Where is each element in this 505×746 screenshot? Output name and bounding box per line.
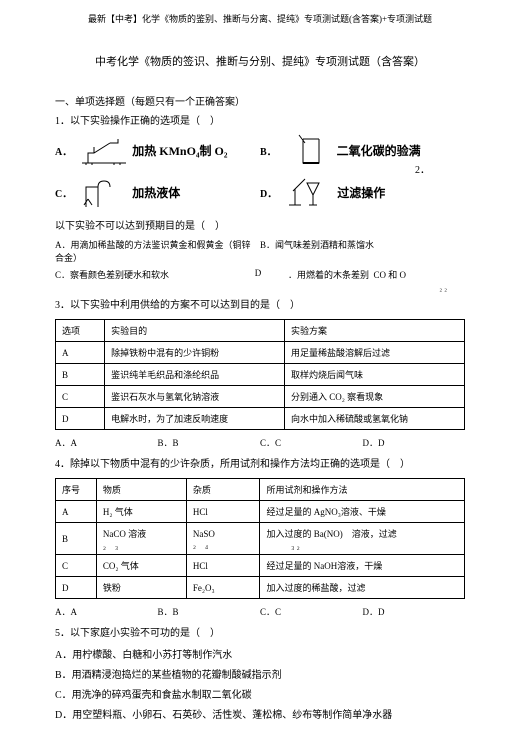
heating-icon — [80, 175, 128, 209]
apparatus-icon — [80, 133, 128, 167]
opt-b-text: 二氧化碳的验满 — [337, 142, 421, 159]
q3-r0c1: 除掉铁粉中混有的少许铜粉 — [105, 342, 285, 364]
q1-row2: C． 加热液体 D． 过滤操作 — [55, 175, 465, 209]
q3-r0c2: 用足量稀盐酸溶解后过滤 — [285, 342, 465, 364]
q4-r1c1: NaCO 溶液 ₂ ₃ — [96, 523, 186, 555]
opt-a-label: A． — [55, 143, 72, 158]
q4-h1: 物质 — [96, 479, 186, 501]
q1-stem: 1．以下实验操作正确的选项是（ ） — [55, 114, 465, 129]
q4-r2c3: 经过足量的 NaOH溶液，干燥 — [260, 555, 465, 577]
q3-h0: 选项 — [56, 320, 105, 342]
q4-r1c0: B — [56, 523, 97, 555]
q2-number: 2． — [415, 161, 430, 176]
q3-answers: A．AB．BC．CD．D — [55, 436, 465, 449]
q2-options: A．用滴加稀盐酸的方法鉴识黄金和假黄金（铜锌合金） B．闻气味差别酒精和蒸馏水 — [55, 238, 465, 264]
opt-d-label: D． — [260, 185, 277, 200]
q4-r0c0: A — [56, 501, 97, 523]
q4-h0: 序号 — [56, 479, 97, 501]
q4-answers: A．AB．BC．CD．D — [55, 605, 465, 618]
section-heading: 一、单项选择题（每题只有一个正确答案） — [55, 93, 465, 108]
q5-stem: 5．以下家庭小实验不可功的是（ ） — [55, 626, 465, 641]
q4-r0c3: 经过足量的 AgNO₃溶液、干燥 — [260, 501, 465, 523]
q4-h3: 所用试剂和操作方法 — [260, 479, 465, 501]
q3-table: 选项 实验目的 实验方案 A除掉铁粉中混有的少许铜粉用足量稀盐酸溶解后过滤 B鉴… — [55, 319, 465, 430]
q3-stem: 3．以下实验中利用供给的方案不可以达到目的是（ ） — [55, 298, 465, 313]
q4-r2c1: CO₂ 气体 — [96, 555, 186, 577]
q1-row1: A． 加热 KMnO₄制 O₂ B． 二氧化碳的验满 — [55, 133, 465, 167]
filter-icon — [285, 175, 333, 209]
q4-r1c2: NaSO ₂ ₄ — [186, 523, 260, 555]
q2-opt-d-text: ．用燃着的木条差别 CO 和 O — [288, 268, 465, 281]
q4-r3c2: Fe₂O₃ — [186, 577, 260, 599]
header-note: 最新【中考】化学《物质的鉴别、推断与分离、提纯》专项测试题(含答案)+专项测试题 — [55, 12, 465, 25]
q4-r3c1: 铁粉 — [96, 577, 186, 599]
q4-r0c2: HCl — [186, 501, 260, 523]
q4-r2c2: HCl — [186, 555, 260, 577]
q4-r0c1: H₂ 气体 — [96, 501, 186, 523]
q3-h2: 实验方案 — [285, 320, 465, 342]
q4-r3c3: 加入过度的稀盐酸，过滤 — [260, 577, 465, 599]
q3-r2c0: C — [56, 386, 105, 408]
q3-r3c2: 向水中加入稀硫酸或氢氧化钠 — [285, 408, 465, 430]
opt-c-label: C． — [55, 185, 72, 200]
q4-h2: 杂质 — [186, 479, 260, 501]
q3-h1: 实验目的 — [105, 320, 285, 342]
opt-b-label: B． — [260, 143, 277, 158]
opt-d-text: 过滤操作 — [337, 184, 385, 201]
q3-r3c1: 电解水时，为了加速反响速度 — [105, 408, 285, 430]
q4-r3c0: D — [56, 577, 97, 599]
q4-r2c0: C — [56, 555, 97, 577]
q3-r2c1: 鉴识石灰水与氢氧化钠溶液 — [105, 386, 285, 408]
opt-a-text: 加热 KMnO₄制 O₂ — [132, 142, 227, 159]
bottle-icon — [285, 133, 333, 167]
q5-opt-c: C．用洗净的碎鸡蛋壳和食盐水制取二氧化碳 — [55, 686, 465, 701]
q2-opt-b: B．闻气味差别酒精和蒸馏水 — [260, 238, 465, 264]
q5-opt-a: A．用柠檬酸、白糖和小苏打等制作汽水 — [55, 646, 465, 661]
main-title: 中考化学《物质的签识、推断与分别、提纯》专项测试题（含答案） — [55, 53, 465, 69]
q3-r3c0: D — [56, 408, 105, 430]
q2-opt-c: C．察看颜色差别硬水和软水 — [55, 268, 228, 281]
q3-r2c2: 分别通入 CO₂ 察看现象 — [285, 386, 465, 408]
q5-opt-b: B．用酒精浸泡捣烂的某些植物的花瓣制酸碱指示剂 — [55, 666, 465, 681]
q2-opt-d-label: D — [228, 268, 288, 281]
opt-c-text: 加热液体 — [132, 184, 180, 201]
q2-subscript: ₂ ₂ — [55, 283, 465, 292]
q4-stem: 4．除掉以下物质中混有的少许杂质，所用试剂和操作方法均正确的选项是（ ） — [55, 457, 465, 472]
q2-options-2: C．察看颜色差别硬水和软水 D ．用燃着的木条差别 CO 和 O — [55, 268, 465, 281]
q2-opt-a: A．用滴加稀盐酸的方法鉴识黄金和假黄金（铜锌合金） — [55, 238, 260, 264]
q3-r1c1: 鉴识纯羊毛织品和涤纶织品 — [105, 364, 285, 386]
q3-r1c2: 取样灼烧后闻气味 — [285, 364, 465, 386]
q3-r0c0: A — [56, 342, 105, 364]
q4-r1c3: 加入过度的 Ba(NO) 溶液，过滤 ₃ ₂ — [260, 523, 465, 555]
q2-stem: 以下实验不可以达到预期目的是（ ） — [55, 219, 465, 234]
q4-table: 序号 物质 杂质 所用试剂和操作方法 AH₂ 气体HCl经过足量的 AgNO₃溶… — [55, 478, 465, 599]
q3-r1c0: B — [56, 364, 105, 386]
